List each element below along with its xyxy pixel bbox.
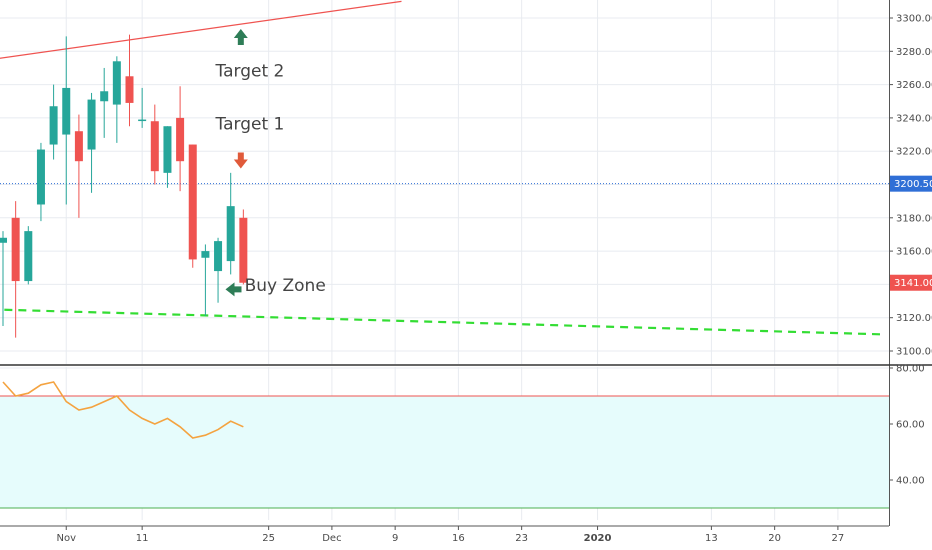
trend-lines (0, 0, 889, 336)
candle-body (87, 99, 96, 150)
time-tick-label: Dec (322, 533, 341, 544)
time-tick-label: 23 (515, 533, 528, 544)
rsi-line (2, 381, 244, 439)
price-tick-label: 3240.00 (896, 113, 932, 124)
rsi-tick-label: 60.00 (896, 420, 925, 431)
time-tick-label: 16 (452, 533, 465, 544)
time-tick-label: 20 (768, 533, 781, 544)
resistance-line (0, 0, 402, 59)
time-tick-label: Nov (56, 533, 76, 544)
time-tick-label: 25 (262, 533, 275, 544)
candle-body (36, 149, 45, 205)
arrow-up-icon (233, 28, 248, 45)
candle-body (150, 121, 159, 172)
candle-body (201, 251, 210, 258)
price-tick-label: 3260.00 (896, 80, 932, 91)
annotation-label: Target 1 (215, 115, 285, 135)
arrow-left-icon (225, 282, 242, 297)
time-tick-label: 9 (392, 533, 398, 544)
support-line (0, 308, 883, 336)
candle-body (138, 119, 147, 122)
price-tick-label: 3160.00 (896, 247, 932, 258)
price-line-tag: 3200.50 (894, 179, 932, 190)
candle-body (239, 217, 248, 283)
candle-body (188, 144, 197, 260)
price-tick-label: 3280.00 (896, 47, 932, 58)
current-price-tag: 3141.00 (894, 278, 932, 289)
candle-body (214, 241, 223, 272)
time-tick-label: 13 (705, 533, 718, 544)
price-tick-label: 3300.00 (896, 14, 932, 25)
candle-body (24, 231, 33, 282)
candle-body (49, 106, 58, 145)
candle-body (163, 126, 172, 173)
candle-body (74, 131, 83, 162)
rsi-panel (0, 381, 889, 509)
time-tick-label: 2020 (584, 533, 612, 544)
price-tick-label: 3220.00 (896, 147, 932, 158)
time-tick-label: 11 (136, 533, 149, 544)
candle-body (11, 217, 20, 282)
candle-body (0, 237, 7, 243)
candle-body (176, 117, 185, 162)
candle-body (226, 206, 235, 262)
price-line-tag-bg (890, 175, 932, 192)
annotation-label: Target 2 (215, 61, 285, 81)
time-tick-label: 27 (832, 533, 845, 544)
candle-body (125, 76, 134, 103)
rsi-tick-label: 80.00 (896, 364, 925, 375)
annotation-label: Buy Zone (245, 276, 326, 296)
candle-body (112, 61, 121, 105)
rsi-tick-label: 40.00 (896, 476, 925, 487)
price-tick-label: 3180.00 (896, 213, 932, 224)
arrow-down-icon (233, 152, 248, 169)
candles[interactable] (0, 34, 248, 338)
candle-body (100, 91, 109, 102)
rsi-band (0, 396, 889, 508)
price-tick-label: 3120.00 (896, 313, 932, 324)
candle-body (62, 87, 71, 135)
annotations: Target 2 Target 1 Buy Zone (215, 28, 326, 297)
price-tick-label: 3100.00 (896, 347, 932, 358)
current-price-tag-bg (890, 274, 932, 291)
